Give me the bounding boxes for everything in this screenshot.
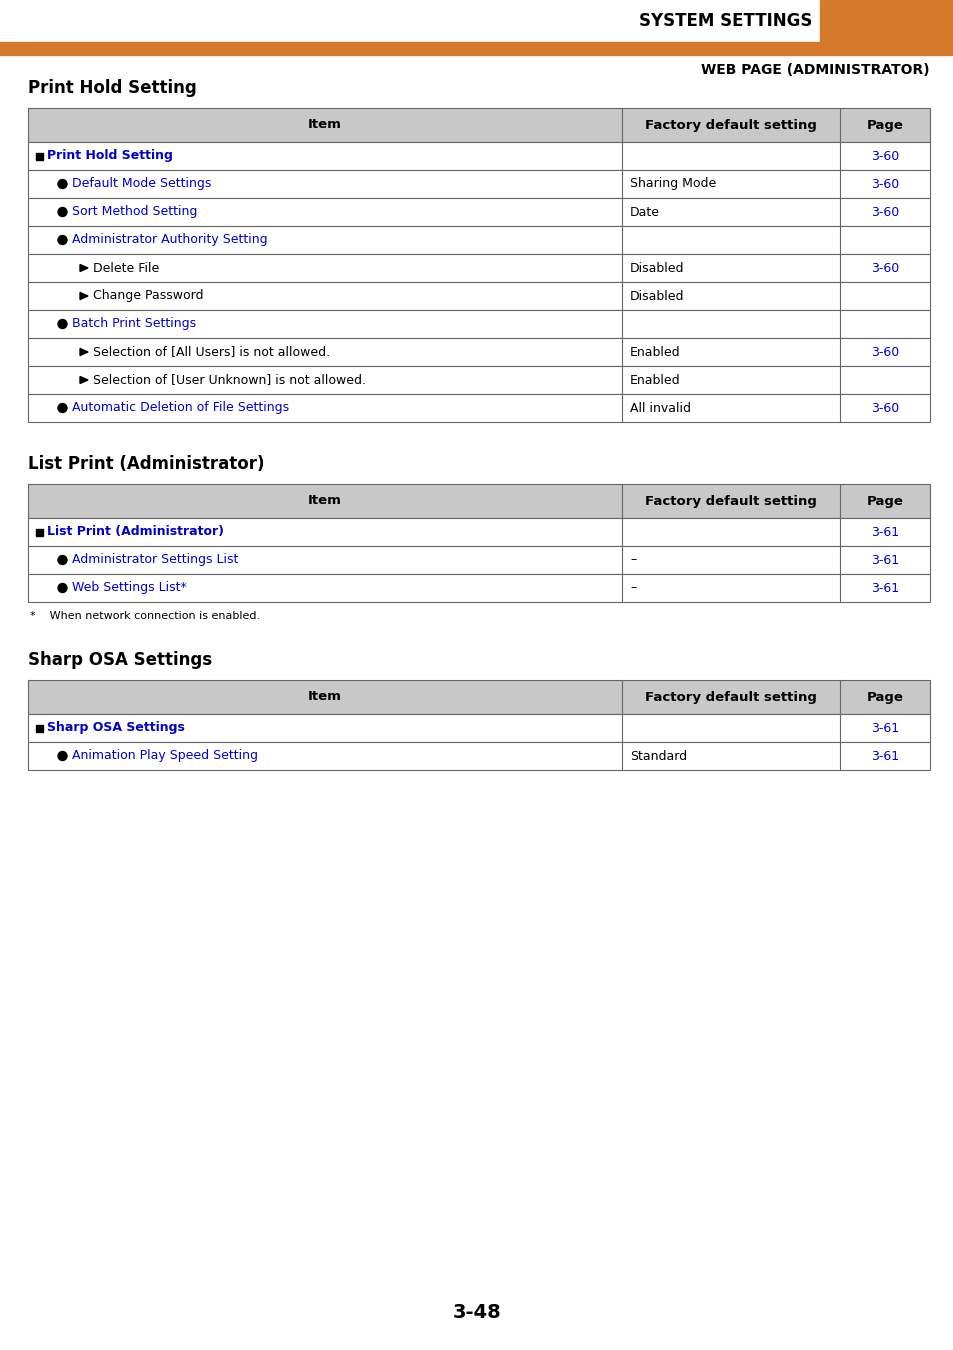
Bar (28, 743, 929, 770)
Circle shape (58, 752, 67, 760)
Bar (28, 545, 929, 574)
Text: Sort Method Setting: Sort Method Setting (71, 205, 197, 219)
Text: Enabled: Enabled (629, 346, 679, 359)
Text: –: – (629, 582, 636, 594)
Bar (0, 42, 953, 55)
Text: Factory default setting: Factory default setting (644, 494, 816, 508)
Text: Print Hold Setting: Print Hold Setting (28, 80, 196, 97)
Bar (28, 680, 929, 714)
Bar (36, 528, 43, 536)
Text: Disabled: Disabled (629, 262, 684, 274)
Text: Administrator Settings List: Administrator Settings List (71, 554, 238, 567)
Polygon shape (80, 348, 88, 355)
Circle shape (58, 555, 67, 564)
Bar (28, 574, 929, 602)
Bar (28, 518, 929, 545)
Bar (28, 108, 929, 142)
Circle shape (58, 235, 67, 244)
Bar (28, 338, 929, 366)
Bar (28, 485, 929, 518)
Text: Selection of [All Users] is not allowed.: Selection of [All Users] is not allowed. (92, 346, 330, 359)
Text: Item: Item (308, 690, 341, 703)
Text: SYSTEM SETTINGS: SYSTEM SETTINGS (638, 12, 811, 30)
Text: 3-61: 3-61 (870, 554, 898, 567)
Polygon shape (80, 293, 88, 300)
Text: Animation Play Speed Setting: Animation Play Speed Setting (71, 749, 257, 763)
Text: 3-60: 3-60 (870, 205, 898, 219)
Bar (28, 366, 929, 394)
Text: Administrator Authority Setting: Administrator Authority Setting (71, 234, 268, 247)
Text: 3-61: 3-61 (870, 525, 898, 539)
Text: Item: Item (308, 494, 341, 508)
Bar (28, 310, 929, 338)
Text: Enabled: Enabled (629, 374, 679, 386)
Polygon shape (80, 265, 88, 271)
Circle shape (58, 320, 67, 328)
Text: Web Settings List*: Web Settings List* (71, 582, 187, 594)
Text: List Print (Administrator): List Print (Administrator) (47, 525, 224, 539)
Bar (28, 225, 929, 254)
Bar (28, 142, 929, 170)
Text: Automatic Deletion of File Settings: Automatic Deletion of File Settings (71, 401, 289, 414)
Text: Delete File: Delete File (92, 262, 159, 274)
Text: Factory default setting: Factory default setting (644, 690, 816, 703)
Bar (28, 714, 929, 743)
Text: 3-60: 3-60 (870, 150, 898, 162)
Circle shape (58, 583, 67, 593)
Text: 3-60: 3-60 (870, 401, 898, 414)
Text: List Print (Administrator): List Print (Administrator) (28, 455, 264, 472)
Bar (820, 0, 953, 42)
Text: –: – (629, 554, 636, 567)
Text: Page: Page (865, 119, 902, 131)
Bar (36, 725, 43, 732)
Text: 3-61: 3-61 (870, 749, 898, 763)
Text: Page: Page (865, 690, 902, 703)
Text: Item: Item (308, 119, 341, 131)
Text: Date: Date (629, 205, 659, 219)
Bar (28, 198, 929, 225)
Text: 3-60: 3-60 (870, 177, 898, 190)
Text: Change Password: Change Password (92, 289, 203, 302)
Text: Sharp OSA Settings: Sharp OSA Settings (47, 721, 185, 734)
Circle shape (58, 404, 67, 413)
Polygon shape (80, 377, 88, 383)
Text: Factory default setting: Factory default setting (644, 119, 816, 131)
Text: 3-60: 3-60 (870, 262, 898, 274)
Text: Disabled: Disabled (629, 289, 684, 302)
Bar (28, 170, 929, 198)
Text: All invalid: All invalid (629, 401, 690, 414)
Text: Default Mode Settings: Default Mode Settings (71, 177, 212, 190)
Bar (28, 254, 929, 282)
Text: Batch Print Settings: Batch Print Settings (71, 317, 196, 331)
Circle shape (58, 208, 67, 216)
Text: 3-48: 3-48 (452, 1303, 501, 1322)
Bar (36, 153, 43, 159)
Bar (28, 282, 929, 310)
Bar (28, 394, 929, 423)
Text: 3-61: 3-61 (870, 721, 898, 734)
Text: 3-61: 3-61 (870, 582, 898, 594)
Text: WEB PAGE (ADMINISTRATOR): WEB PAGE (ADMINISTRATOR) (700, 63, 929, 77)
Text: 3-60: 3-60 (870, 346, 898, 359)
Text: Selection of [User Unknown] is not allowed.: Selection of [User Unknown] is not allow… (92, 374, 366, 386)
Text: Page: Page (865, 494, 902, 508)
Circle shape (58, 180, 67, 189)
Text: Sharing Mode: Sharing Mode (629, 177, 716, 190)
Text: Print Hold Setting: Print Hold Setting (47, 150, 172, 162)
Text: *    When network connection is enabled.: * When network connection is enabled. (30, 612, 260, 621)
Text: Standard: Standard (629, 749, 686, 763)
Text: Sharp OSA Settings: Sharp OSA Settings (28, 651, 212, 670)
